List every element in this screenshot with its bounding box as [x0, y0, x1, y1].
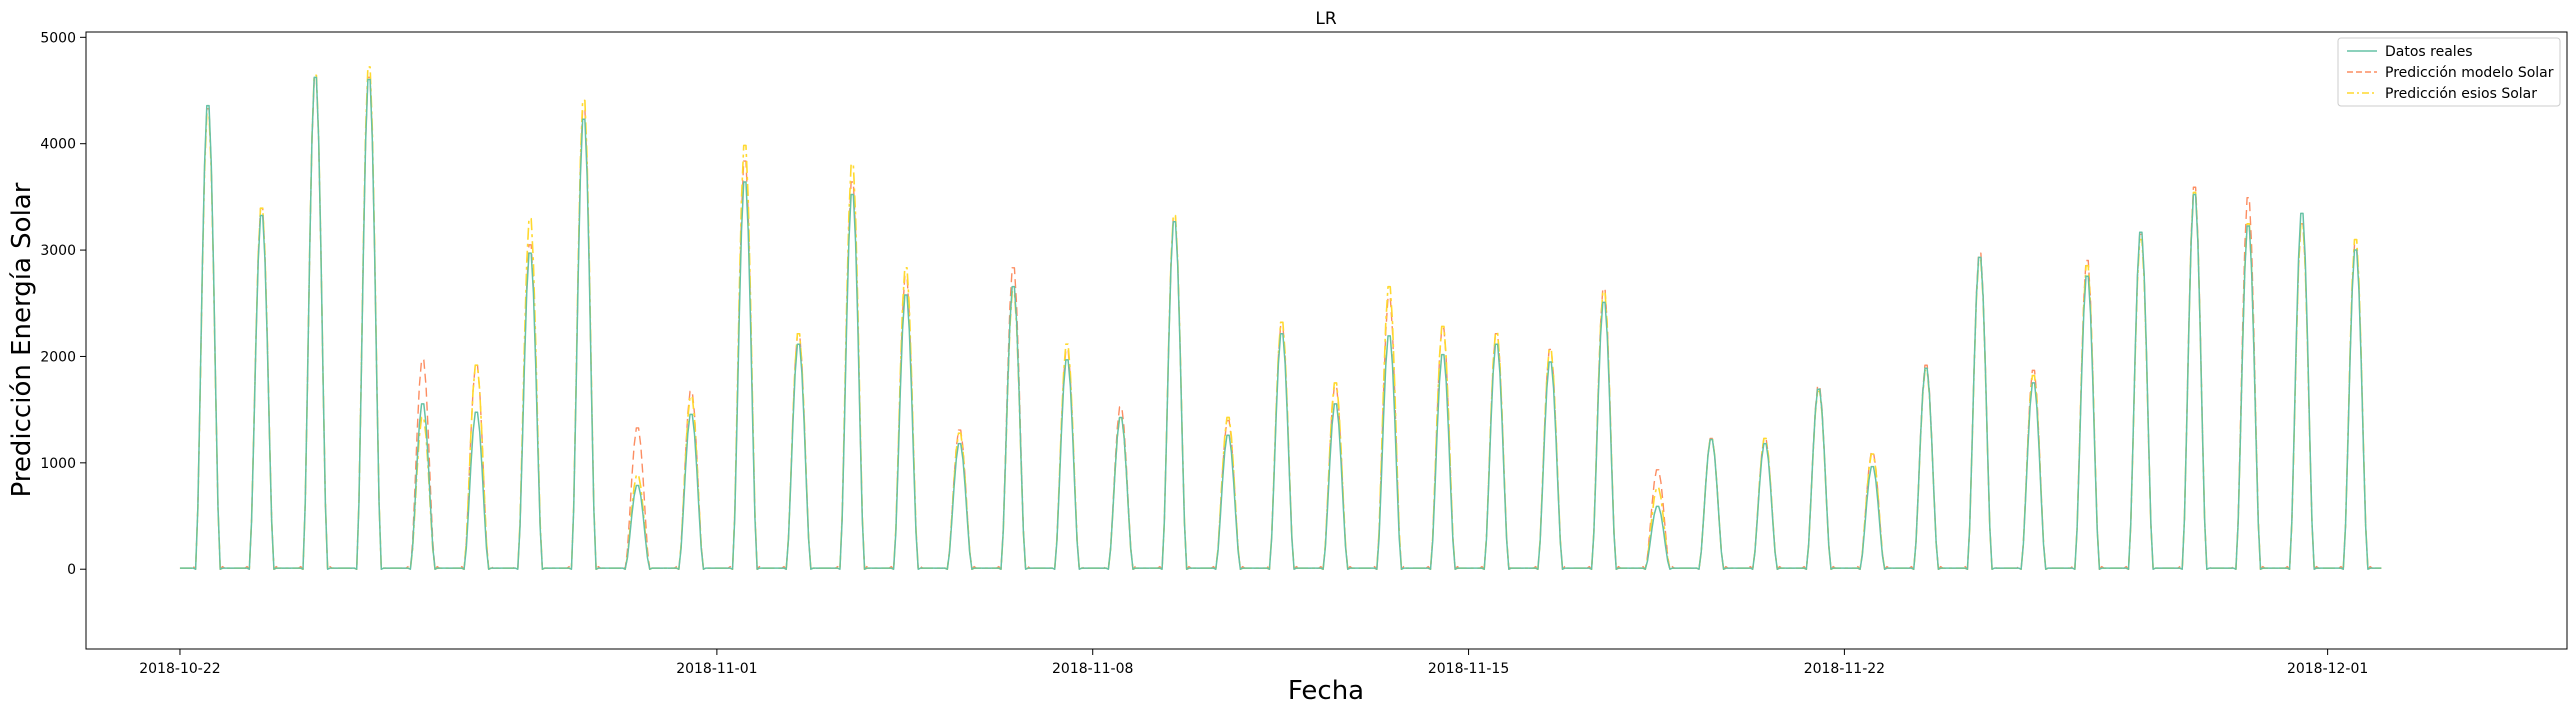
- chart-title: LR: [1315, 9, 1336, 29]
- y-tick-label: 1000: [40, 456, 76, 472]
- x-tick-label: 2018-11-01: [676, 661, 757, 677]
- y-tick-label: 2000: [40, 349, 76, 365]
- y-tick-label: 5000: [40, 30, 76, 46]
- x-axis: 2018-10-22 2018-11-01 2018-11-08 2018-11-15…: [139, 649, 2368, 677]
- y-axis-title: Predicción Energía Solar: [7, 182, 37, 497]
- plot-area-frame: [85, 31, 2568, 650]
- series-layer: [179, 66, 2382, 571]
- legend-box: [2337, 37, 2561, 107]
- x-axis-title: Fecha: [1288, 676, 1364, 706]
- x-tick-label: 2018-11-08: [1052, 661, 1133, 677]
- x-tick-label: 2018-12-01: [2287, 661, 2368, 677]
- series-line-2: [179, 66, 2382, 571]
- x-tick-label: 2018-10-22: [139, 661, 220, 677]
- x-tick-label: 2018-11-22: [1804, 661, 1885, 677]
- y-tick-label: 0: [67, 562, 76, 578]
- legend-label: Predicción esios Solar: [2385, 86, 2537, 102]
- y-tick-label: 4000: [40, 137, 76, 153]
- legend-label: Datos reales: [2385, 44, 2473, 60]
- x-tick-label: 2018-11-15: [1428, 661, 1509, 677]
- y-axis: 0 1000 2000 3000 4000 5000: [40, 30, 86, 578]
- series-line-0: [179, 76, 2382, 570]
- legend: Datos reales Predicción modelo Solar Predi…: [2337, 37, 2561, 107]
- y-tick-label: 3000: [40, 243, 76, 259]
- legend-label: Predicción modelo Solar: [2385, 65, 2554, 81]
